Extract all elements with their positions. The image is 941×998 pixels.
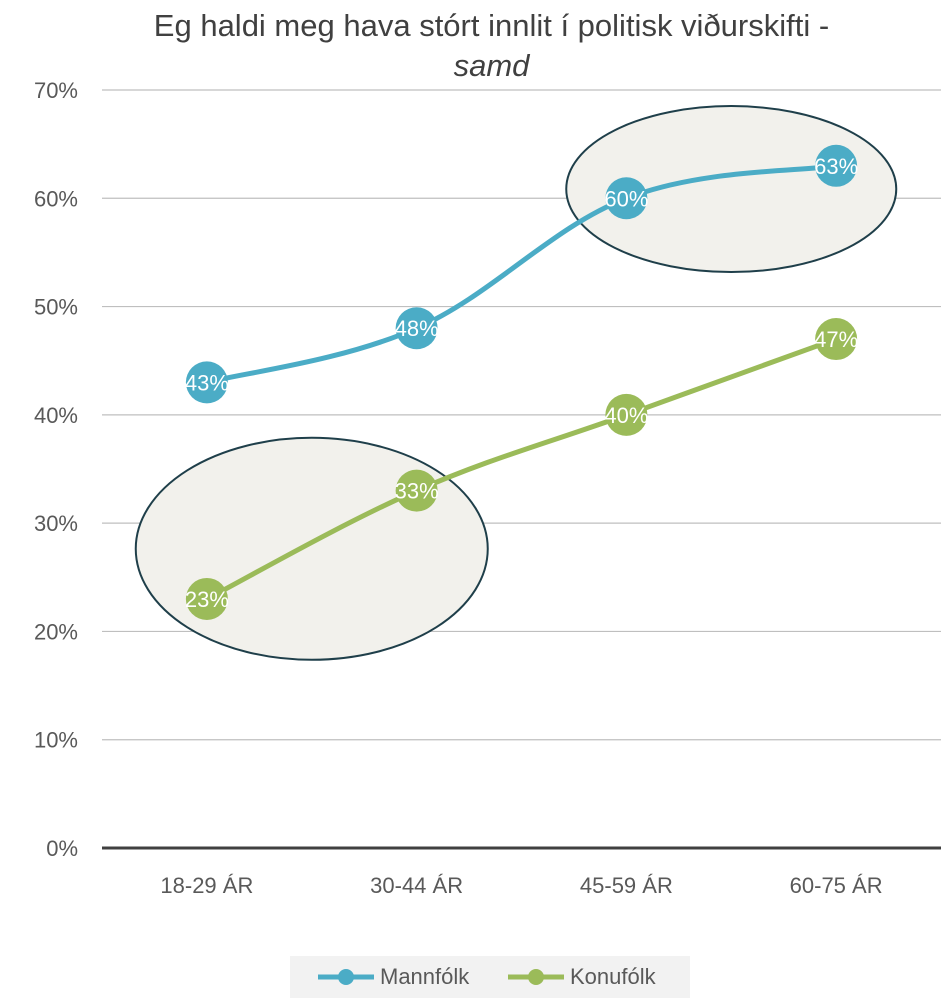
chart-title: Eg haldi meg hava stórt innlit í politis… bbox=[0, 6, 941, 86]
data-point bbox=[605, 177, 648, 220]
legend-label-konufolk: Konufólk bbox=[570, 964, 656, 989]
highlight-ellipse bbox=[134, 436, 489, 661]
y-tick-label: 50% bbox=[34, 295, 78, 320]
data-point bbox=[185, 577, 228, 620]
data-label: 48% bbox=[395, 316, 439, 341]
data-point bbox=[815, 318, 858, 361]
x-tick-label: 30-44 ÁR bbox=[370, 873, 463, 898]
data-label: 47% bbox=[814, 327, 858, 352]
data-point bbox=[815, 144, 858, 187]
data-label: 43% bbox=[185, 370, 229, 395]
y-tick-label: 60% bbox=[34, 186, 78, 211]
series-line-mannf-lk bbox=[204, 163, 839, 385]
x-tick-label: 60-75 ÁR bbox=[790, 873, 883, 898]
y-tick-label: 10% bbox=[34, 728, 78, 753]
legend-item-mannfolk: Mannfólk bbox=[316, 956, 469, 998]
data-point bbox=[395, 307, 438, 350]
data-label: 60% bbox=[604, 186, 648, 211]
data-label: 33% bbox=[395, 479, 439, 504]
y-tick-label: 40% bbox=[34, 403, 78, 428]
title-subtitle: samd bbox=[453, 48, 530, 83]
data-label: 23% bbox=[185, 587, 229, 612]
series-line-konuf-lk bbox=[204, 336, 839, 602]
data-point bbox=[605, 393, 648, 436]
legend: Mannfólk Konufólk bbox=[290, 956, 690, 998]
legend-label-mannfolk: Mannfólk bbox=[380, 964, 470, 989]
legend-marker-mannfolk bbox=[318, 969, 374, 985]
legend-item-konufolk: Konufólk bbox=[506, 956, 656, 998]
y-tick-label: 20% bbox=[34, 619, 78, 644]
legend-marker-konufolk bbox=[508, 969, 564, 985]
data-label: 40% bbox=[604, 403, 648, 428]
y-tick-label: 70% bbox=[34, 78, 78, 103]
y-tick-label: 0% bbox=[46, 836, 78, 861]
x-tick-label: 18-29 ÁR bbox=[160, 873, 253, 898]
data-label: 63% bbox=[814, 154, 858, 179]
data-point bbox=[185, 361, 228, 404]
y-tick-label: 30% bbox=[34, 511, 78, 536]
data-point bbox=[395, 469, 438, 512]
highlight-ellipse bbox=[565, 105, 898, 274]
title-line: Eg haldi meg hava stórt innlit í politis… bbox=[153, 8, 830, 43]
x-tick-label: 45-59 ÁR bbox=[580, 873, 673, 898]
